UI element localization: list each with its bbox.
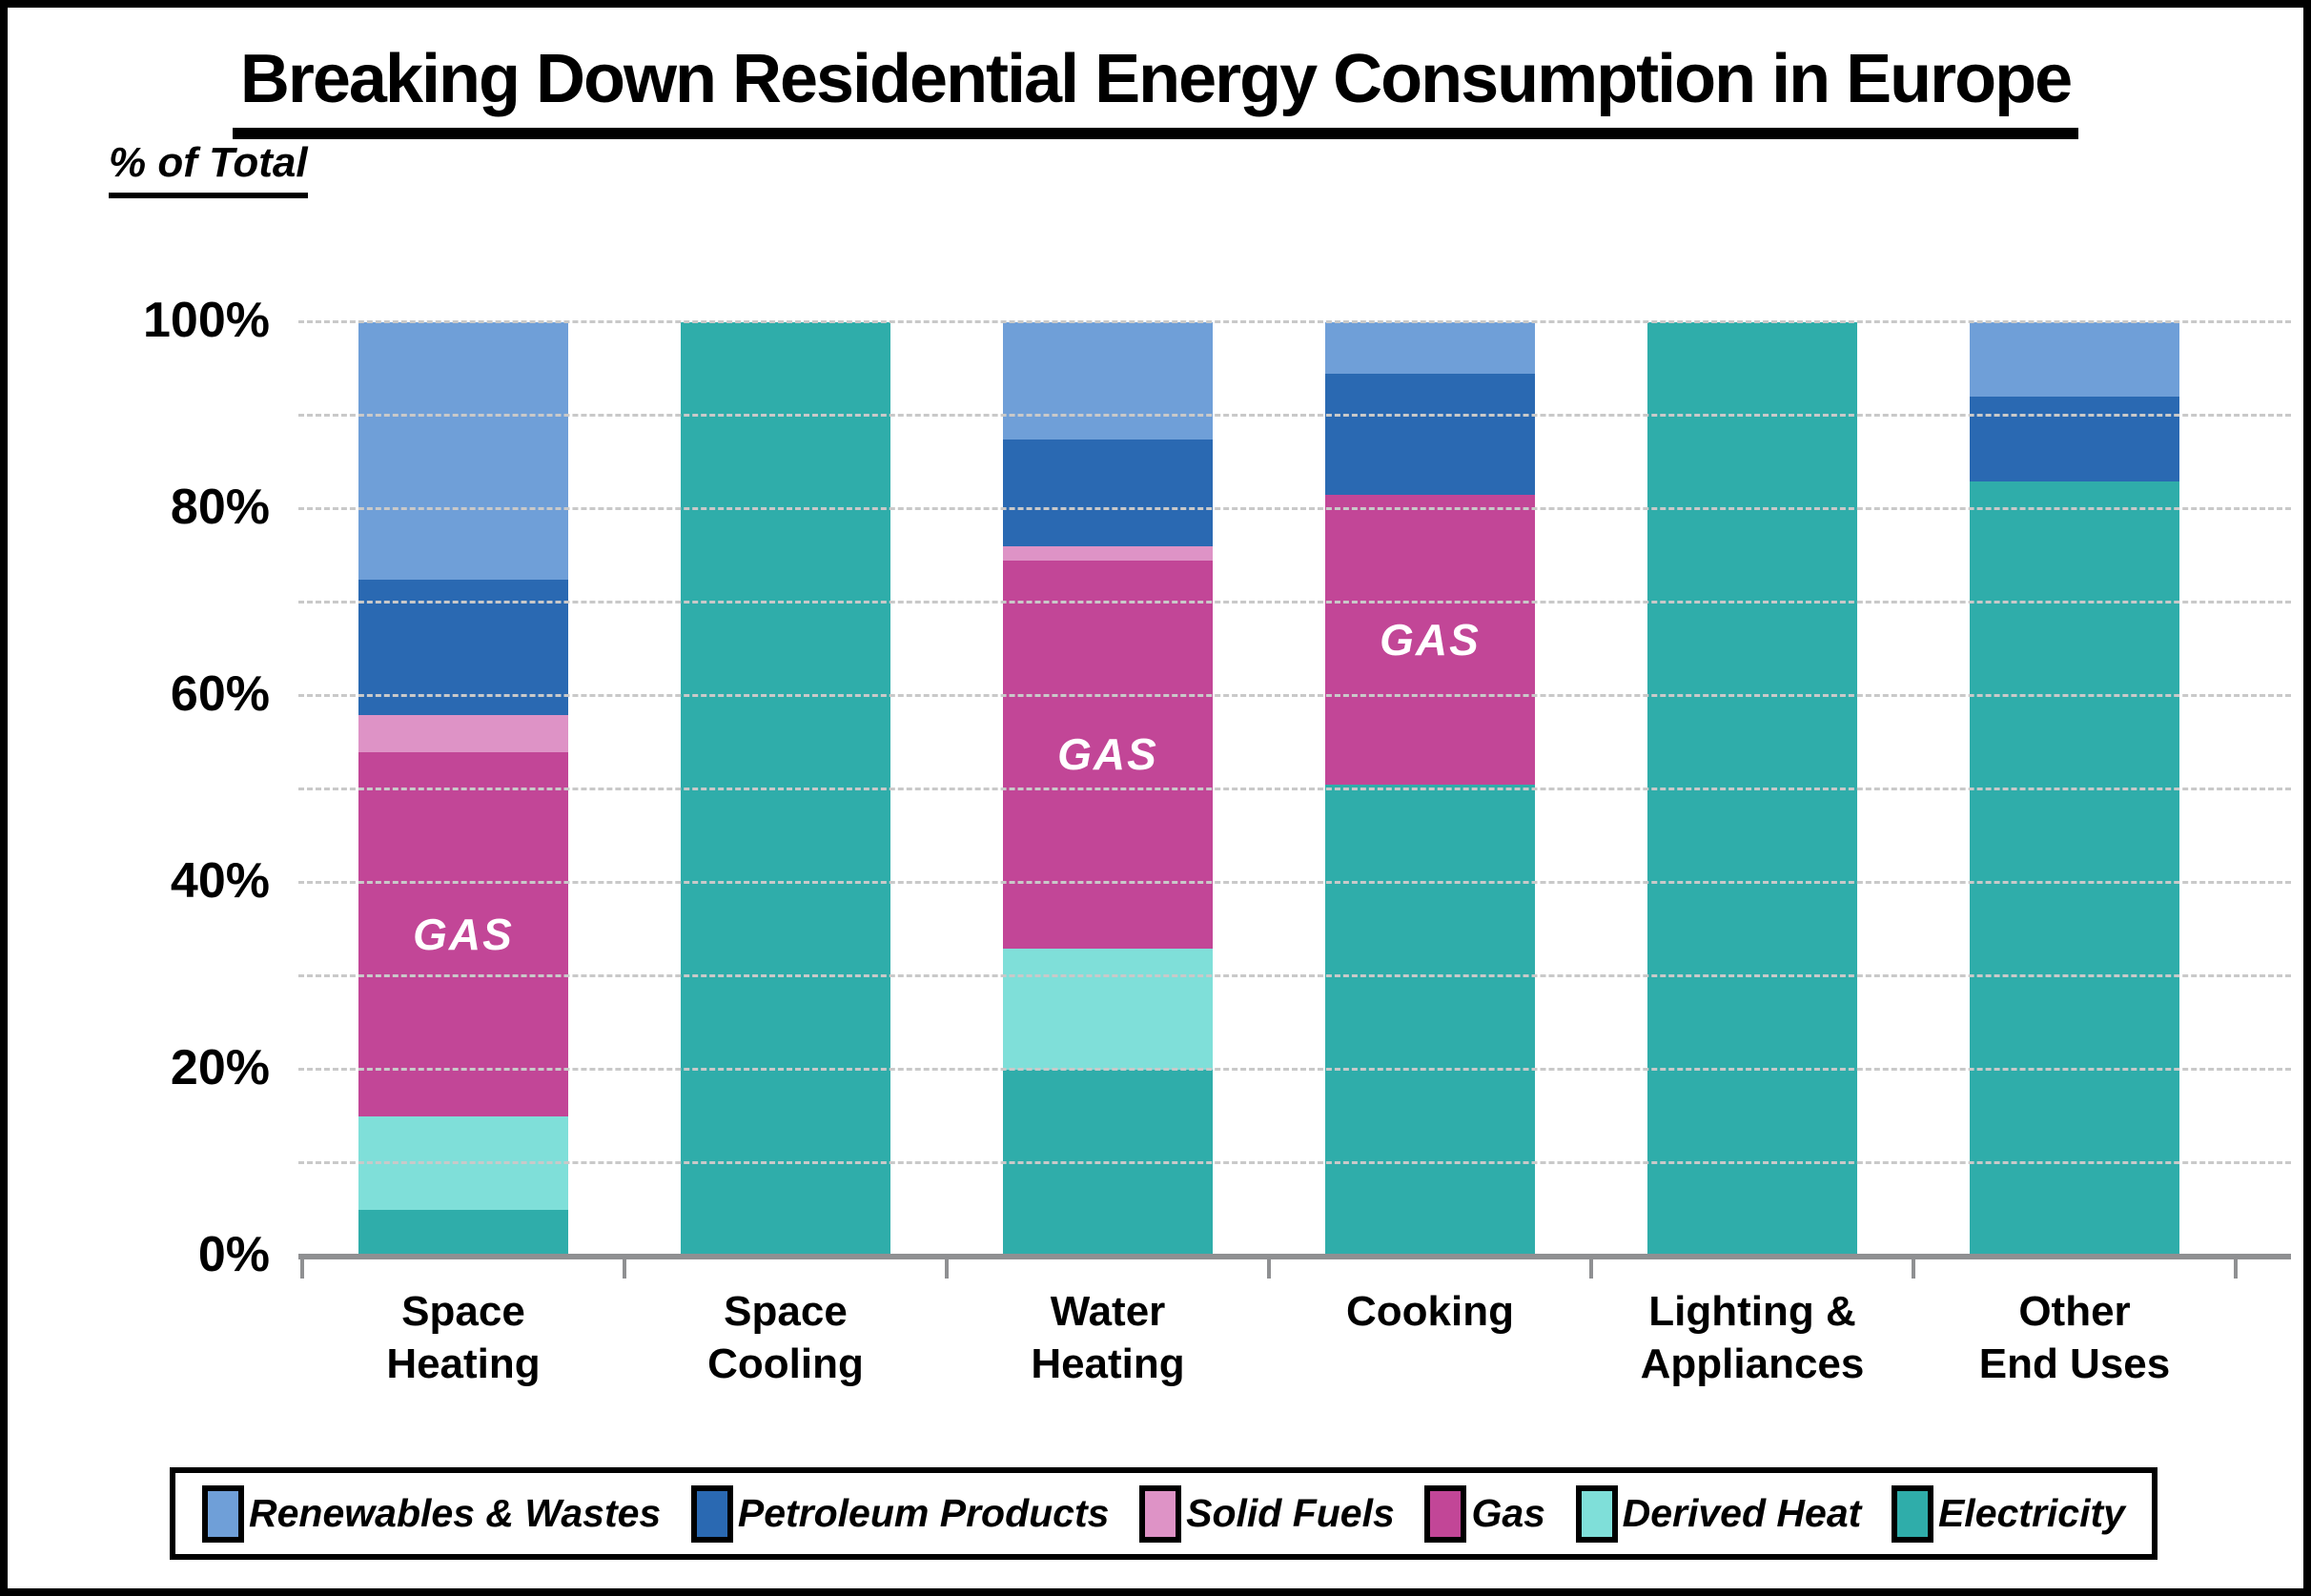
bar-segment-electricity [358, 1210, 568, 1257]
gas-segment-label: GAS [1380, 615, 1481, 665]
chart-title: Breaking Down Residential Energy Consump… [232, 40, 2079, 139]
legend-item-electricity: Electricity [1891, 1484, 2125, 1543]
legend-item-label: Gas [1471, 1491, 1545, 1535]
gas-segment-label: GAS [413, 909, 514, 959]
bar-column-other-end-uses [1913, 322, 2236, 1257]
y-tick-label-20: 20% [170, 1040, 270, 1095]
gridline-50pct [298, 788, 2291, 790]
y-tick-label-0: 0% [197, 1227, 270, 1282]
legend-swatch-gas [1424, 1484, 1467, 1543]
x-axis-labels: Space Heating Space Cooling Water Heating Cook… [302, 1285, 2236, 1409]
bar-segment-gas [1325, 495, 1535, 786]
bar-segment-renewables_wastes [1003, 322, 1213, 440]
bar-segment-petroleum_products [1970, 397, 2179, 481]
legend-box: Renewables & Wastes Petroleum Products Sol… [170, 1467, 2158, 1560]
y-axis-title: % of Total [109, 139, 308, 198]
legend-item-solid_fuels: Solid Fuels [1139, 1484, 1395, 1543]
y-tick-label-80: 80% [170, 480, 270, 535]
bar-segment-petroleum_products [1003, 439, 1213, 547]
gas-segment-label: GAS [1057, 729, 1158, 780]
y-tick-label-100: 100% [143, 293, 270, 348]
bar-segment-electricity [1970, 481, 2179, 1257]
x-axis-label: Space Cooling [707, 1288, 864, 1387]
title-wrap: Breaking Down Residential Energy Consump… [8, 40, 2303, 139]
plot-area: GAS GAS GAS 0% 20% 40% 60% 80% 100% [143, 293, 2291, 1282]
legend-item-label: Renewables & Wastes [249, 1491, 662, 1535]
legend-swatch-derived_heat [1575, 1484, 1618, 1543]
stacked-bar: GAS [1325, 322, 1535, 1257]
bar-segment-electricity [1325, 785, 1535, 1257]
legend-item-label: Solid Fuels [1186, 1491, 1395, 1535]
legend-item-gas: Gas [1424, 1484, 1545, 1543]
legend-swatch-solid_fuels [1139, 1484, 1182, 1543]
bar-segment-renewables_wastes [1325, 322, 1535, 374]
bar-segment-derived_heat [1003, 948, 1213, 1070]
gridline-30pct [298, 974, 2291, 977]
legend-item-label: Derived Heat [1622, 1491, 1862, 1535]
legend-item-label: Petroleum Products [737, 1491, 1110, 1535]
y-tick-label-60: 60% [170, 666, 270, 722]
x-axis-label: Other End Uses [1978, 1288, 2171, 1387]
gridline-100pct [298, 320, 2291, 323]
x-axis-tick [945, 1254, 949, 1279]
gridline-10pct [298, 1161, 2291, 1164]
legend-swatch-petroleum_products [690, 1484, 733, 1543]
legend-item-renewables_wastes: Renewables & Wastes [202, 1484, 662, 1543]
x-axis-tick [300, 1254, 304, 1279]
gridline-90pct [298, 414, 2291, 417]
x-axis-tick [1267, 1254, 1271, 1279]
bar-segment-solid_fuels [1003, 546, 1213, 561]
x-axis-tick [623, 1254, 626, 1279]
legend-item-label: Electricity [1937, 1491, 2125, 1535]
y-tick-label-40: 40% [170, 853, 270, 909]
x-axis-tick [1912, 1254, 1915, 1279]
legend-swatch-electricity [1891, 1484, 1933, 1543]
gridline-60pct [298, 694, 2291, 697]
bar-segment-petroleum_products [1325, 373, 1535, 496]
x-axis-tick [1589, 1254, 1593, 1279]
x-axis-tick [2234, 1254, 2238, 1279]
bar-segment-renewables_wastes [1970, 322, 2179, 398]
gridline-40pct [298, 881, 2291, 884]
bar-segment-renewables_wastes [358, 322, 568, 580]
x-axis-label: Lighting & Appliances [1640, 1288, 1865, 1387]
x-axis-label: Space Heating [386, 1288, 541, 1387]
stacked-bar [1970, 322, 2179, 1257]
legend-item-derived_heat: Derived Heat [1575, 1484, 1862, 1543]
x-axis-label: Cooking [1346, 1288, 1514, 1335]
gridline-80pct [298, 507, 2291, 510]
bar-segment-gas [358, 751, 568, 1116]
bar-segment-solid_fuels [358, 714, 568, 752]
x-axis-label: Water Heating [1031, 1288, 1185, 1387]
bar-column-cooking: GAS [1269, 322, 1591, 1257]
x-axis-line [298, 1254, 2291, 1259]
gridline-20pct [298, 1068, 2291, 1071]
gridline-70pct [298, 601, 2291, 604]
legend-swatch-renewables_wastes [202, 1484, 244, 1543]
legend-item-petroleum_products: Petroleum Products [690, 1484, 1110, 1543]
